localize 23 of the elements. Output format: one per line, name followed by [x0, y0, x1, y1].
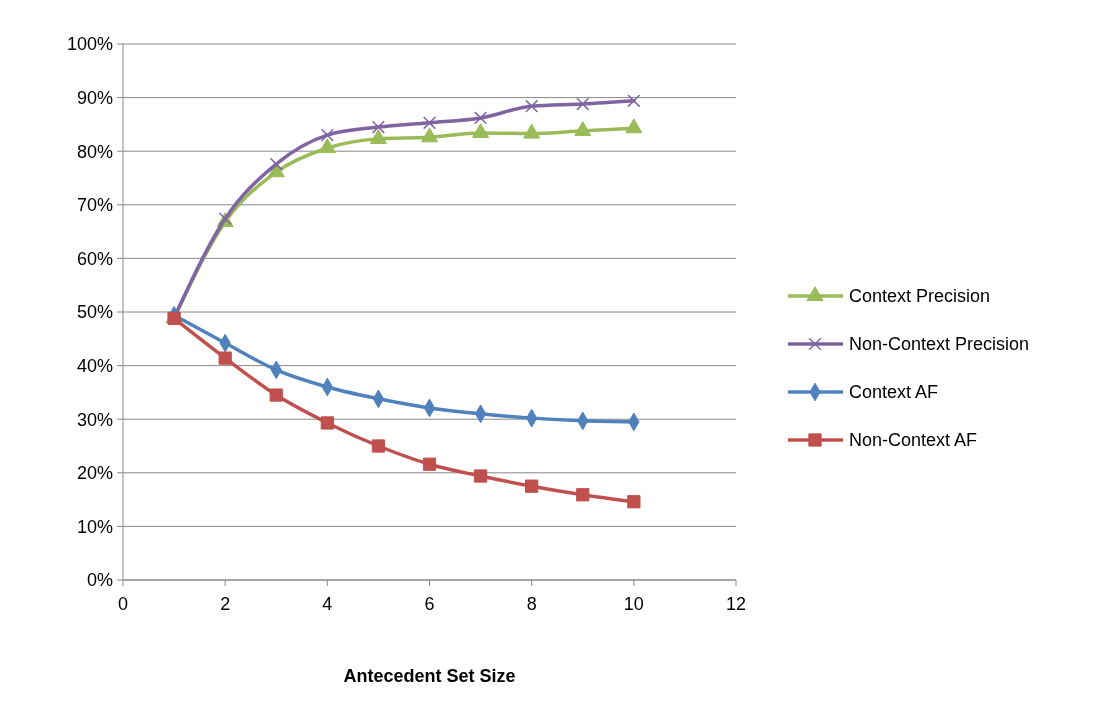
y-tick-label: 50%	[76, 302, 113, 323]
legend-label: Context AF	[849, 382, 939, 403]
legend-label: Context Precision	[849, 286, 991, 307]
y-tick-label: 20%	[76, 463, 113, 484]
legend-label: Non-Context AF	[849, 430, 978, 451]
x-tick-label: 8	[526, 594, 537, 614]
y-tick-label: 70%	[76, 195, 113, 216]
x-tick-label: 10	[623, 594, 644, 614]
y-tick-label: 90%	[76, 87, 113, 108]
y-tick-label: 60%	[76, 248, 113, 269]
x-axis-title: Antecedent Set Size	[343, 666, 516, 686]
y-tick-label: 0%	[86, 570, 113, 591]
legend-label: Non-Context Precision	[849, 334, 1030, 355]
x-tick-label: 12	[725, 594, 747, 614]
y-tick-label: 100%	[66, 34, 113, 55]
y-tick-label: 10%	[76, 516, 113, 537]
x-tick-label: 4	[322, 594, 333, 614]
x-tick-label: 0	[117, 594, 129, 614]
y-tick-label: 30%	[76, 409, 113, 430]
y-tick-label: 40%	[76, 355, 113, 376]
y-tick-label: 80%	[76, 141, 113, 162]
x-tick-label: 6	[424, 594, 435, 614]
x-tick-label: 2	[220, 594, 231, 614]
